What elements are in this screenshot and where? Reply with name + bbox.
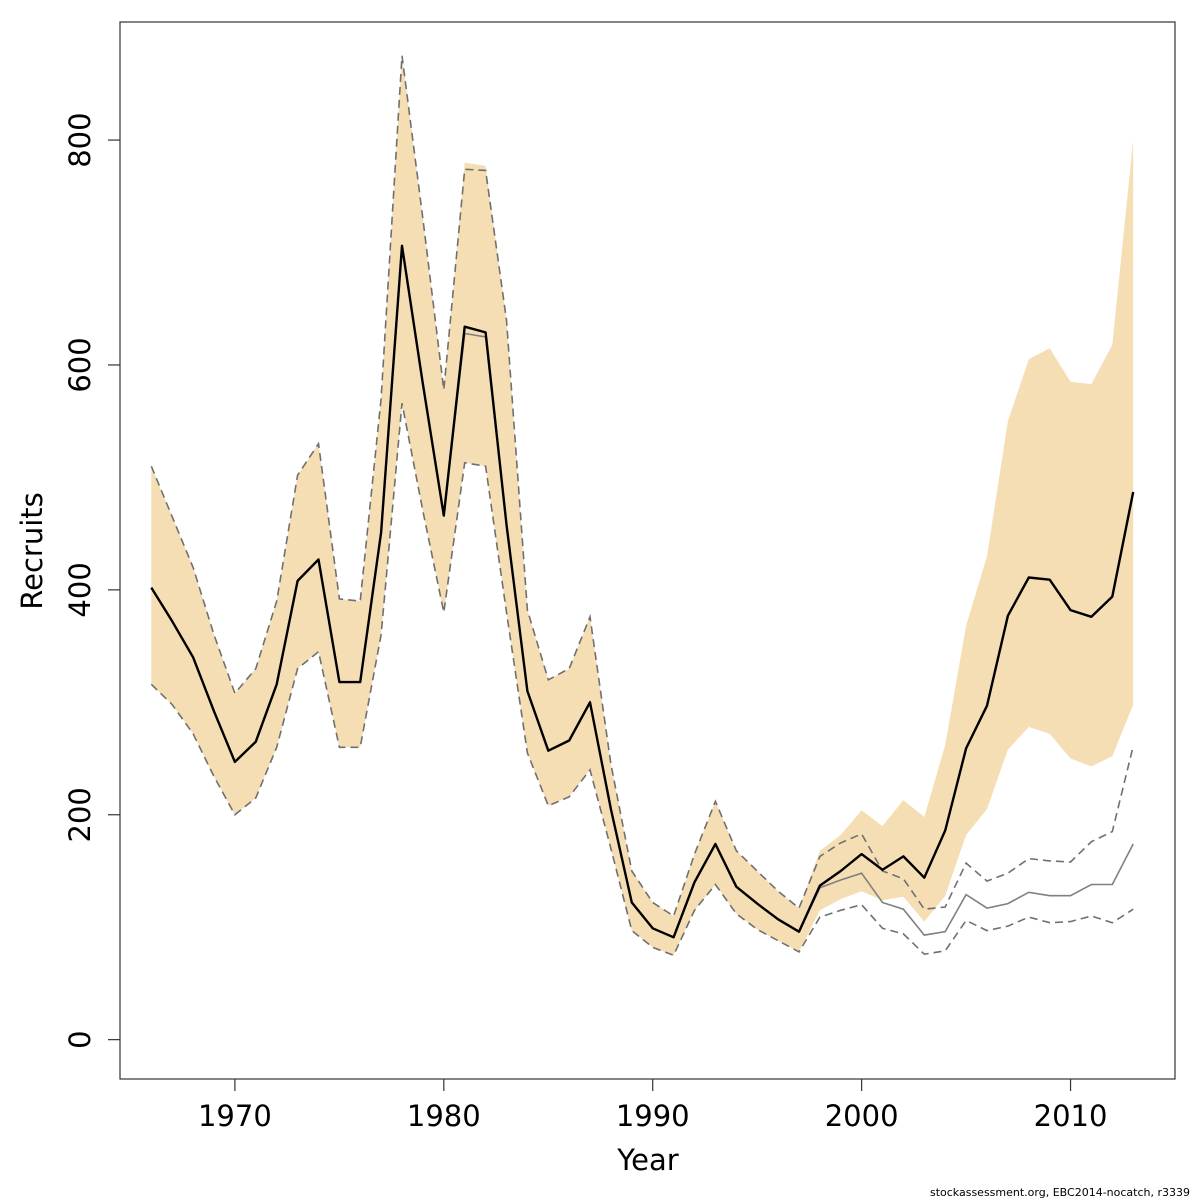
x-tick-label: 2000 [825,1099,899,1133]
ref-lower-bound-line [150,403,1134,957]
y-tick-label: 400 [63,562,97,617]
x-tick-label: 1970 [198,1099,272,1133]
ref-upper-bound-line [150,55,1134,918]
footnote: stockassessment.org, EBC2014-nocatch, r3… [930,1186,1190,1199]
confidence-band [151,55,1134,956]
axes: 1970 1980 1990 2000 2010 0 200 400 600 800 [63,112,1107,1133]
x-tick-label: 1990 [616,1099,690,1133]
plot-frame [119,21,1176,1080]
x-tick-label: 1980 [407,1099,481,1133]
y-tick-label: 600 [63,337,97,392]
y-tick-label: 0 [63,1030,97,1048]
plot-area [150,55,1135,957]
x-axis-title: Year [616,1143,678,1177]
x-tick-label: 2010 [1034,1099,1108,1133]
y-tick-label: 800 [63,112,97,167]
main-estimate-line [150,244,1135,939]
y-axis-title: Recruits [15,492,49,609]
y-tick-label: 200 [63,787,97,842]
